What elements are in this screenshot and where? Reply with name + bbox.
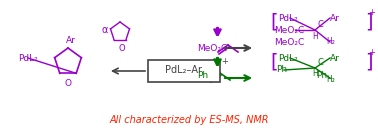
Text: Ph: Ph bbox=[316, 70, 327, 80]
Text: ]: ] bbox=[366, 12, 373, 31]
Text: PdL₂–Ar: PdL₂–Ar bbox=[166, 65, 203, 75]
Text: MeO₂C: MeO₂C bbox=[274, 37, 304, 47]
Text: All characterized by ES-MS, NMR: All characterized by ES-MS, NMR bbox=[109, 115, 269, 125]
Text: Ar: Ar bbox=[330, 14, 340, 22]
Text: [: [ bbox=[270, 53, 277, 72]
Text: C: C bbox=[317, 20, 323, 29]
Text: α: α bbox=[102, 25, 108, 35]
Text: Ar: Ar bbox=[66, 36, 76, 45]
Text: PdL₂: PdL₂ bbox=[18, 54, 38, 63]
Text: PdL₂: PdL₂ bbox=[278, 14, 298, 22]
Text: [: [ bbox=[270, 12, 277, 31]
Text: +: + bbox=[221, 57, 228, 66]
Text: H: H bbox=[312, 31, 318, 41]
Text: Ar: Ar bbox=[330, 54, 340, 63]
Text: Ph: Ph bbox=[276, 66, 287, 74]
Text: MeO₂C: MeO₂C bbox=[274, 25, 304, 34]
Text: MeO₂C: MeO₂C bbox=[197, 44, 227, 53]
Text: H: H bbox=[312, 70, 318, 79]
Text: Ph: Ph bbox=[197, 70, 208, 80]
Text: O: O bbox=[119, 44, 125, 53]
Text: +: + bbox=[368, 48, 375, 57]
Text: +: + bbox=[368, 8, 375, 17]
Text: O: O bbox=[65, 79, 71, 88]
Text: H₂: H₂ bbox=[326, 37, 335, 45]
Text: H₂: H₂ bbox=[326, 74, 335, 83]
Text: ]: ] bbox=[366, 53, 373, 72]
Text: C: C bbox=[317, 58, 323, 67]
Bar bbox=[148, 60, 220, 82]
Text: PdL₂: PdL₂ bbox=[278, 54, 298, 63]
